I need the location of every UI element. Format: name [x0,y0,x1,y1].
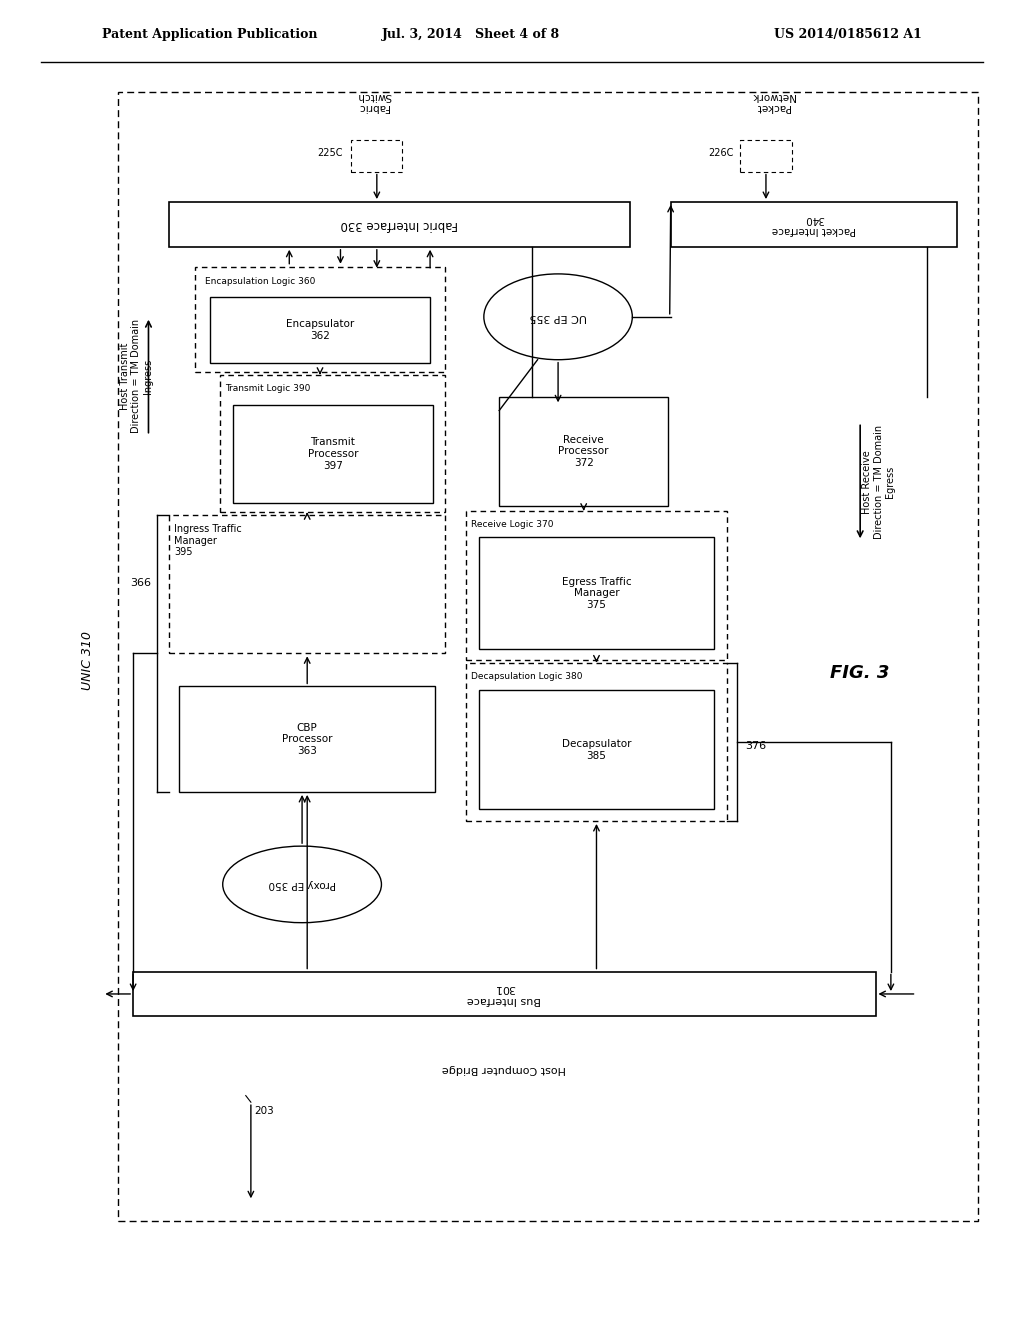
Bar [466,663,727,821]
Ellipse shape [222,846,382,923]
Text: US 2014/0185612 A1: US 2014/0185612 A1 [774,28,922,41]
Text: Decapsulator
385: Decapsulator 385 [562,739,631,760]
Text: 376: 376 [745,741,767,751]
Bar [466,511,727,660]
Bar [479,690,715,809]
Text: Host Computer Bridge: Host Computer Bridge [442,1064,566,1074]
Text: Transmit
Processor
397: Transmit Processor 397 [307,437,358,471]
Text: 226C: 226C [708,148,733,158]
Text: Packet Interface
340: Packet Interface 340 [772,214,856,235]
Bar [351,140,402,172]
Text: UC EP 355: UC EP 355 [529,312,587,322]
Text: Fabric Interface 330: Fabric Interface 330 [341,218,458,231]
Text: Host Transmit
Direction = TM Domain
Ingress: Host Transmit Direction = TM Domain Ingr… [120,319,153,433]
Text: Egress Traffic
Manager
375: Egress Traffic Manager 375 [562,577,631,610]
Text: Packet
Network: Packet Network [752,91,795,112]
Bar [210,297,430,363]
Text: Receive Logic 370: Receive Logic 370 [471,520,554,529]
Text: UNIC 310: UNIC 310 [81,631,93,689]
Text: Proxy EP 350: Proxy EP 350 [268,879,336,890]
Bar [499,397,668,506]
Bar [133,972,876,1016]
Bar [195,267,445,372]
Bar [740,140,792,172]
Bar [220,375,445,512]
Bar [179,686,435,792]
Text: Decapsulation Logic 380: Decapsulation Logic 380 [471,672,583,681]
Text: Ingress Traffic
Manager
395: Ingress Traffic Manager 395 [174,524,242,557]
Text: Fabric
Switch: Fabric Switch [356,91,391,112]
Bar [233,405,432,503]
Ellipse shape [484,273,633,359]
Text: Bus Interface
301: Bus Interface 301 [467,983,542,1005]
Bar [169,515,445,653]
Text: Encapsulator
362: Encapsulator 362 [286,319,354,341]
Text: Jul. 3, 2014   Sheet 4 of 8: Jul. 3, 2014 Sheet 4 of 8 [382,28,560,41]
Text: Transmit Logic 390: Transmit Logic 390 [225,384,310,393]
Text: CBP
Processor
363: CBP Processor 363 [282,722,333,756]
Bar [118,92,978,1221]
Text: Encapsulation Logic 360: Encapsulation Logic 360 [205,277,315,286]
Text: Host Receive
Direction = TM Domain
Egress: Host Receive Direction = TM Domain Egres… [862,425,895,539]
Text: 366: 366 [130,578,152,589]
Bar [479,537,715,649]
Text: Patent Application Publication: Patent Application Publication [102,28,317,41]
Text: Receive
Processor
372: Receive Processor 372 [558,434,609,469]
Bar [169,202,630,247]
Text: 203: 203 [254,1106,273,1117]
Text: FIG. 3: FIG. 3 [830,664,890,682]
Text: 225C: 225C [317,148,343,158]
Bar [671,202,957,247]
